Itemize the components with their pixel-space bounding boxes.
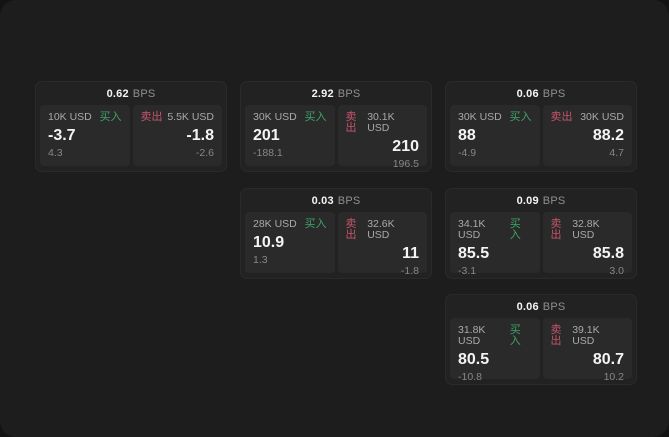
buy-delta: -4.9 bbox=[458, 147, 477, 160]
quote-card: 0.03 BPS 28K USD 买入 10.9 1.3 卖出 32.6K US… bbox=[240, 188, 432, 279]
sell-delta: 4.7 bbox=[609, 147, 624, 160]
buy-amount-label: 31.8K USD bbox=[458, 324, 486, 347]
buy-delta: 4.3 bbox=[48, 147, 63, 160]
buy-panel[interactable]: 30K USD 买入 88 -4.9 bbox=[450, 105, 540, 166]
quote-card: 0.62 BPS 10K USD 买入 -3.7 4.3 卖出 5.5K USD… bbox=[35, 81, 227, 172]
sell-tag: 卖出 bbox=[345, 218, 357, 241]
buy-tag: 买入 bbox=[99, 111, 122, 123]
card-header: 0.62 BPS bbox=[36, 82, 226, 105]
buy-amount-label: 10K USD bbox=[48, 111, 92, 123]
sell-price: 85.8 bbox=[592, 245, 624, 262]
buy-price: 88 bbox=[458, 127, 476, 144]
sell-tag: 卖出 bbox=[550, 324, 562, 347]
sell-tag: 卖出 bbox=[550, 218, 562, 241]
bps-value: 2.92 bbox=[311, 87, 334, 100]
sell-amount-label: 5.5K USD bbox=[167, 111, 214, 123]
card-header: 0.06 BPS bbox=[446, 295, 636, 318]
sell-amount-label: 30K USD bbox=[580, 111, 624, 123]
sell-panel[interactable]: 卖出 39.1K USD 80.7 10.2 bbox=[542, 318, 632, 382]
card-header: 0.06 BPS bbox=[446, 82, 636, 105]
sell-delta: 10.2 bbox=[603, 371, 624, 384]
buy-panel[interactable]: 34.1K USD 买入 85.5 -3.1 bbox=[450, 212, 540, 276]
buy-delta: -188.1 bbox=[253, 147, 283, 160]
buy-tag: 买入 bbox=[304, 111, 327, 123]
quote-card: 0.06 BPS 31.8K USD 买入 80.5 -10.8 卖出 39.1… bbox=[445, 294, 637, 385]
buy-price: -3.7 bbox=[48, 127, 76, 144]
buy-delta: -3.1 bbox=[458, 265, 477, 278]
bps-unit-label: BPS bbox=[542, 300, 566, 313]
sell-price: 88.2 bbox=[592, 127, 624, 144]
sell-delta: 3.0 bbox=[609, 265, 624, 278]
sell-amount-label: 30.1K USD bbox=[367, 111, 395, 134]
sell-price: 80.7 bbox=[592, 351, 624, 368]
buy-amount-label: 34.1K USD bbox=[458, 218, 486, 241]
bps-unit-label: BPS bbox=[542, 87, 566, 100]
sell-tag: 卖出 bbox=[140, 111, 163, 123]
buy-delta: 1.3 bbox=[253, 254, 268, 267]
sell-delta: -1.8 bbox=[400, 265, 419, 278]
sell-price: 11 bbox=[402, 245, 419, 262]
bps-unit-label: BPS bbox=[337, 194, 361, 207]
card-header: 0.03 BPS bbox=[241, 189, 431, 212]
sell-tag: 卖出 bbox=[345, 111, 357, 134]
sell-tag: 卖出 bbox=[550, 111, 573, 123]
buy-amount-label: 30K USD bbox=[253, 111, 297, 123]
buy-tag: 买入 bbox=[509, 218, 521, 241]
sell-amount-label: 32.8K USD bbox=[572, 218, 600, 241]
card-header: 0.09 BPS bbox=[446, 189, 636, 212]
bps-unit-label: BPS bbox=[337, 87, 361, 100]
quote-card: 2.92 BPS 30K USD 买入 201 -188.1 卖出 30.1K … bbox=[240, 81, 432, 172]
buy-panel[interactable]: 28K USD 买入 10.9 1.3 bbox=[245, 212, 335, 273]
card-header: 2.92 BPS bbox=[241, 82, 431, 105]
sell-amount-label: 32.6K USD bbox=[367, 218, 395, 241]
buy-panel[interactable]: 31.8K USD 买入 80.5 -10.8 bbox=[450, 318, 540, 382]
sell-panel[interactable]: 卖出 32.6K USD 11 -1.8 bbox=[337, 212, 427, 276]
bps-value: 0.03 bbox=[311, 194, 334, 207]
buy-panel[interactable]: 10K USD 买入 -3.7 4.3 bbox=[40, 105, 130, 166]
sell-delta: -2.6 bbox=[195, 147, 214, 160]
sell-delta: 196.5 bbox=[392, 158, 419, 171]
bps-unit-label: BPS bbox=[542, 194, 566, 207]
bps-value: 0.62 bbox=[106, 87, 129, 100]
quote-card: 0.09 BPS 34.1K USD 买入 85.5 -3.1 卖出 32.8K… bbox=[445, 188, 637, 279]
buy-panel[interactable]: 30K USD 买入 201 -188.1 bbox=[245, 105, 335, 166]
sell-panel[interactable]: 卖出 5.5K USD -1.8 -2.6 bbox=[132, 105, 222, 166]
quote-card: 0.06 BPS 30K USD 买入 88 -4.9 卖出 30K USD 8… bbox=[445, 81, 637, 172]
sell-panel[interactable]: 卖出 30K USD 88.2 4.7 bbox=[542, 105, 632, 166]
sell-price: 210 bbox=[392, 138, 419, 155]
bps-value: 0.06 bbox=[516, 300, 539, 313]
sell-amount-label: 39.1K USD bbox=[572, 324, 600, 347]
buy-price: 80.5 bbox=[458, 351, 490, 368]
sell-panel[interactable]: 卖出 30.1K USD 210 196.5 bbox=[337, 105, 427, 169]
buy-amount-label: 28K USD bbox=[253, 218, 297, 230]
bps-value: 0.09 bbox=[516, 194, 539, 207]
buy-tag: 买入 bbox=[304, 218, 327, 230]
buy-amount-label: 30K USD bbox=[458, 111, 502, 123]
buy-price: 10.9 bbox=[253, 234, 285, 251]
buy-tag: 买入 bbox=[509, 111, 532, 123]
sell-price: -1.8 bbox=[186, 127, 214, 144]
sell-panel[interactable]: 卖出 32.8K USD 85.8 3.0 bbox=[542, 212, 632, 276]
buy-tag: 买入 bbox=[509, 324, 521, 347]
buy-price: 85.5 bbox=[458, 245, 490, 262]
bps-value: 0.06 bbox=[516, 87, 539, 100]
buy-price: 201 bbox=[253, 127, 280, 144]
bps-unit-label: BPS bbox=[132, 87, 156, 100]
buy-delta: -10.8 bbox=[458, 371, 482, 384]
